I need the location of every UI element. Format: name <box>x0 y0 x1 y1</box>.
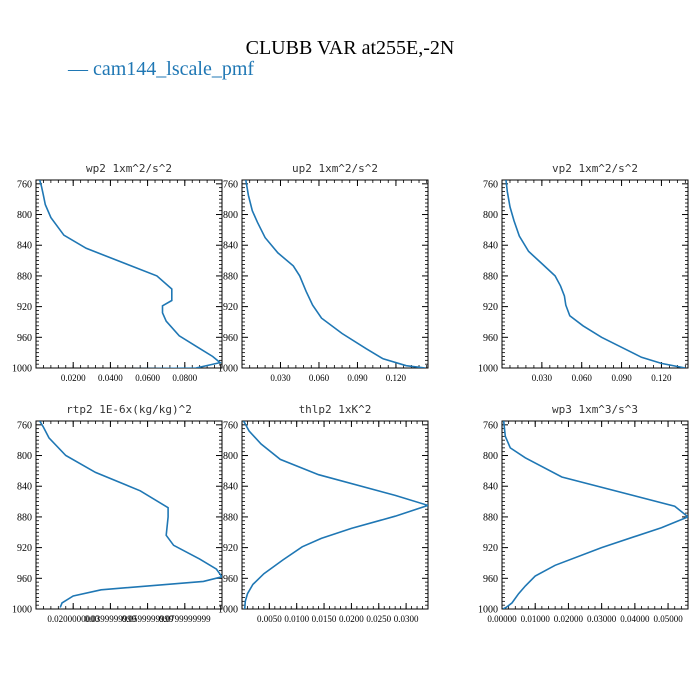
plot-frame <box>35 420 223 610</box>
plot-panel: wp3 1xm^3/s^3 760 800 840 880 920 960 10000.000… <box>478 403 689 624</box>
series-line <box>245 180 426 368</box>
x-tick-label: 0.0050 <box>257 614 282 624</box>
y-tick-label: 760 <box>17 420 32 431</box>
y-tick-label: 960 <box>483 574 498 585</box>
y-tick-label: 920 <box>483 302 498 313</box>
y-tick-label: 920 <box>17 302 32 313</box>
legend-line-icon: — <box>68 58 93 80</box>
plot-panel: wp2 1xm^2/s^2 760 800 840 880 920 960 1000 0.020… <box>12 162 223 383</box>
series-line <box>242 421 428 609</box>
x-tick-label: 0.0800 <box>172 373 197 383</box>
y-tick-label: 920 <box>223 302 238 313</box>
y-tick-label: 920 <box>483 543 498 554</box>
figure-title: CLUBB VAR at255E,-2N <box>245 37 455 59</box>
plot-panel: vp2 1xm^2/s^2 760 800 840 880 920 960 1000 0.030… <box>478 162 689 383</box>
y-tick-label: 840 <box>223 482 238 493</box>
y-tick-label: 880 <box>483 271 498 282</box>
plot-panel: rtp2 1E-6x(kg/kg)^2 760 800 840 880 920 960 100… <box>12 403 223 624</box>
y-tick-label: 760 <box>483 179 498 190</box>
plot-title: wp3 1xm^3/s^3 <box>552 403 638 416</box>
plot-title: thlp2 1xK^2 <box>299 403 372 416</box>
y-tick-label: 880 <box>483 512 498 523</box>
y-tick-label: 920 <box>17 543 32 554</box>
y-tick-label: 840 <box>483 241 498 252</box>
y-tick-label: 760 <box>223 179 238 190</box>
x-tick-label: 0.030 <box>270 373 291 383</box>
y-tick-label: 880 <box>17 512 32 523</box>
plot-frame <box>241 179 429 369</box>
y-tick-label: 840 <box>223 241 238 252</box>
x-tick-label: 0.120 <box>386 373 407 383</box>
y-tick-label: 800 <box>223 451 238 462</box>
x-tick-label: 0.04000 <box>620 614 650 624</box>
plot-title: rtp2 1E-6x(kg/kg)^2 <box>66 403 192 416</box>
x-tick-label: 0.030 <box>532 373 553 383</box>
y-tick-label: 840 <box>483 482 498 493</box>
y-tick-label: 880 <box>17 271 32 282</box>
y-tick-label: 800 <box>483 210 498 221</box>
x-tick-label: 0.0200 <box>339 614 364 624</box>
x-tick-label: 0.0599999999 <box>122 614 174 624</box>
plot-title: up2 1xm^2/s^2 <box>292 162 378 175</box>
y-tick-label: 840 <box>17 482 32 493</box>
x-tick-label: 0.120 <box>651 373 672 383</box>
x-tick-label: 0.01000 <box>521 614 551 624</box>
y-tick-label: 960 <box>223 333 238 344</box>
y-tick-label: 800 <box>17 451 32 462</box>
plot-title: wp2 1xm^2/s^2 <box>86 162 172 175</box>
series-line <box>38 180 222 368</box>
x-tick-label: 0.0200000000 <box>47 614 99 624</box>
x-tick-label: 0.00000 <box>487 614 517 624</box>
y-tick-label: 1000 <box>478 605 498 616</box>
plot-title: vp2 1xm^2/s^2 <box>552 162 638 175</box>
y-tick-label: 920 <box>223 543 238 554</box>
plot-panel: up2 1xm^2/s^2 760 800 840 880 920 960 1000 0.030… <box>218 162 429 383</box>
y-tick-label: 960 <box>17 333 32 344</box>
x-tick-label: 0.060 <box>572 373 593 383</box>
y-tick-label: 760 <box>223 420 238 431</box>
x-tick-label: 0.0250 <box>366 614 391 624</box>
y-tick-label: 800 <box>483 451 498 462</box>
series-line <box>505 180 686 368</box>
legend-label: cam144_lscale_pmf <box>93 58 255 80</box>
y-tick-label: 1000 <box>218 364 238 375</box>
y-tick-label: 1000 <box>12 605 32 616</box>
x-tick-label: 0.0399999999 <box>85 614 137 624</box>
y-tick-label: 880 <box>223 512 238 523</box>
plot-frame <box>35 179 223 369</box>
legend: — cam144_lscale_pmf <box>68 58 254 81</box>
y-tick-label: 880 <box>223 271 238 282</box>
y-tick-label: 960 <box>17 574 32 585</box>
x-tick-label: 0.060 <box>309 373 330 383</box>
plot-frame <box>501 179 689 369</box>
x-tick-label: 0.0799999999 <box>159 614 211 624</box>
y-tick-label: 760 <box>17 179 32 190</box>
x-tick-label: 0.090 <box>611 373 632 383</box>
y-tick-label: 1000 <box>218 605 238 616</box>
x-tick-label: 0.0100 <box>284 614 309 624</box>
y-tick-label: 760 <box>483 420 498 431</box>
y-tick-label: 960 <box>483 333 498 344</box>
y-tick-label: 800 <box>17 210 32 221</box>
y-tick-label: 1000 <box>478 364 498 375</box>
x-tick-label: 0.02000 <box>554 614 584 624</box>
y-tick-label: 800 <box>223 210 238 221</box>
y-tick-label: 1000 <box>12 364 32 375</box>
x-tick-label: 0.03000 <box>587 614 617 624</box>
x-tick-label: 0.0300 <box>394 614 419 624</box>
x-tick-label: 0.0600 <box>135 373 160 383</box>
y-tick-label: 840 <box>17 241 32 252</box>
x-tick-label: 0.090 <box>347 373 368 383</box>
x-tick-label: 0.0200 <box>61 373 86 383</box>
y-tick-label: 960 <box>223 574 238 585</box>
x-tick-label: 0.0150 <box>312 614 337 624</box>
series-line <box>502 421 688 609</box>
x-tick-label: 0.05000 <box>653 614 683 624</box>
series-line <box>39 421 222 608</box>
x-tick-label: 0.0400 <box>98 373 123 383</box>
